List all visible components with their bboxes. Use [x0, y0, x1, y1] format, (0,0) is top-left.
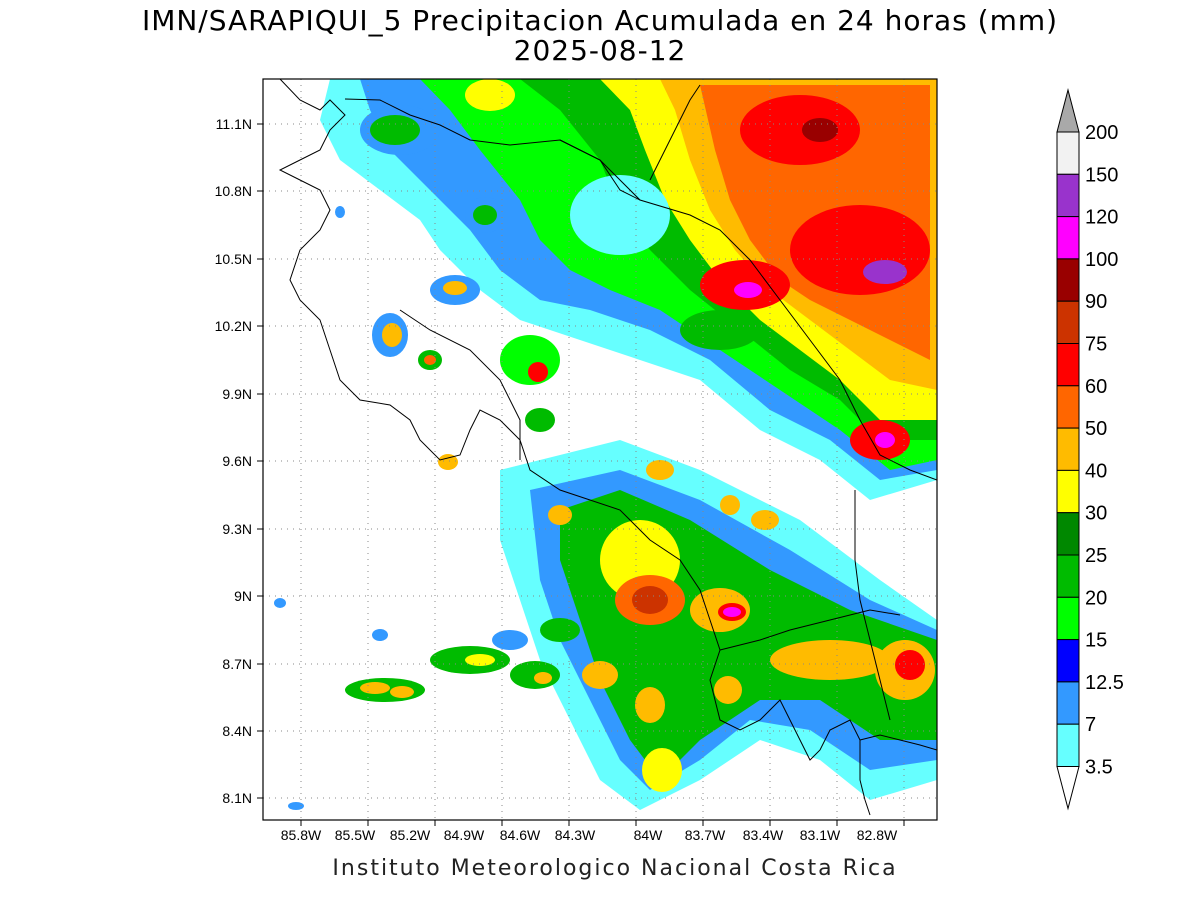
lon-label: 85.5W — [335, 827, 376, 843]
lon-label: 82.8W — [857, 827, 898, 843]
colorbar-label: 120 — [1085, 207, 1118, 229]
gridlines — [263, 79, 937, 820]
colorbar-swatch — [1056, 131, 1080, 175]
colorbar-label: 30 — [1085, 503, 1107, 525]
colorbar-label: 150 — [1085, 164, 1118, 186]
lon-label: 85.2W — [390, 827, 431, 843]
colorbar-label: 60 — [1085, 376, 1107, 398]
lon-label: 84.9W — [444, 827, 485, 843]
lon-label: 84.6W — [500, 827, 541, 843]
colorbar-swatch — [1056, 300, 1080, 345]
lon-axis-labels: 85.8W 85.5W 85.2W 84.9W 84.6W 84.3W 84W … — [281, 827, 898, 843]
lon-label: 84.3W — [555, 827, 596, 843]
colorbar-swatch — [1056, 554, 1080, 598]
lon-label: 83.1W — [800, 827, 841, 843]
lat-label: 10.2N — [215, 318, 252, 334]
colorbar-swatch — [1056, 385, 1080, 429]
precip-central-band — [500, 440, 937, 810]
colorbar-under-triangle — [1056, 766, 1080, 811]
colorbar-label: 90 — [1085, 291, 1107, 313]
colorbar-label: 25 — [1085, 545, 1107, 567]
lat-label: 9.3N — [222, 521, 252, 537]
precip-southwest-cells — [274, 598, 580, 810]
lon-label: 83.4W — [743, 827, 784, 843]
lat-label: 10.8N — [215, 183, 252, 199]
precip-north-band — [320, 79, 937, 500]
precip-field — [263, 79, 937, 820]
colorbar-label: 15 — [1085, 630, 1107, 652]
lat-label: 9.6N — [222, 453, 252, 469]
lat-label: 9N — [234, 588, 252, 604]
colorbar-label: 50 — [1085, 418, 1107, 440]
colorbar-swatch — [1056, 596, 1080, 641]
colorbar-swatch — [1056, 681, 1080, 725]
colorbar-swatch — [1056, 512, 1080, 556]
lat-label: 9.9N — [222, 386, 252, 402]
colorbar-swatch — [1056, 469, 1080, 514]
colorbar-label: 3.5 — [1085, 757, 1113, 779]
colorbar-over-triangle — [1056, 88, 1080, 133]
colorbar-label: 12.5 — [1085, 672, 1124, 694]
map-title: IMN/SARAPIQUI_5 Precipitacion Acumulada … — [141, 4, 1059, 37]
colorbar-swatch — [1056, 216, 1080, 260]
lat-axis-labels: 11.1N 10.8N 10.5N 10.2N 9.9N 9.6N 9.3N 9… — [215, 116, 252, 806]
map-date: 2025-08-12 — [513, 34, 687, 67]
colorbar-label: 200 — [1085, 122, 1118, 144]
lon-label: 83.7W — [685, 827, 726, 843]
lat-label: 11.1N — [216, 116, 252, 132]
lat-label: 10.5N — [215, 251, 252, 267]
colorbar-label: 20 — [1085, 587, 1107, 609]
coastline-borders — [278, 79, 937, 816]
colorbar-label: 100 — [1085, 249, 1118, 271]
colorbar-legend: 200 150 120 100 90 75 60 50 40 30 25 20 15 12.5 7 3.5 — [1056, 88, 1124, 811]
axis-ticks — [257, 123, 905, 826]
precip-northwest-cells — [335, 105, 560, 470]
colorbar-label: 7 — [1085, 714, 1096, 736]
colorbar-swatch — [1056, 173, 1080, 218]
colorbar-swatch — [1056, 639, 1080, 683]
lat-label: 8.7N — [222, 656, 252, 672]
credit-footer: Instituto Meteorologico Nacional Costa R… — [332, 856, 898, 881]
lon-label: 84W — [634, 827, 664, 843]
lon-label: 85.8W — [281, 827, 322, 843]
colorbar-label: 40 — [1085, 460, 1107, 482]
colorbar-label: 75 — [1085, 334, 1107, 356]
plot-frame — [262, 78, 938, 821]
colorbar-swatch — [1056, 427, 1080, 471]
colorbar-swatch — [1056, 723, 1080, 768]
lat-label: 8.4N — [222, 723, 252, 739]
lat-label: 8.1N — [222, 790, 252, 806]
colorbar-swatch — [1056, 343, 1080, 387]
colorbar-swatch — [1056, 258, 1080, 302]
